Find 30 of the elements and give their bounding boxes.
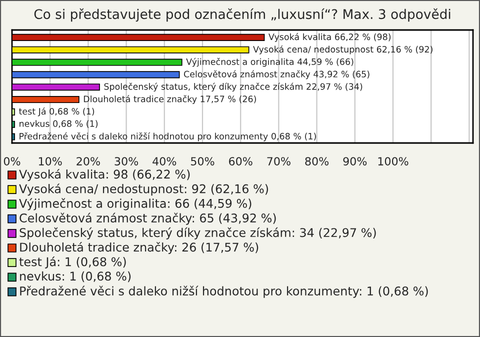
x-tick-label: 30%	[114, 157, 138, 166]
x-tick-label: 50%	[191, 157, 214, 166]
x-tick-label: 80%	[305, 157, 329, 166]
x-tick-label: 90%	[343, 157, 367, 166]
data-label: Vysoká kvalita 66,22 % (98)	[268, 33, 391, 42]
x-tick-label: 60%	[229, 157, 252, 166]
x-tick-label: 70%	[267, 157, 290, 166]
data-label: Dlouholetá tradice značky 17,57 % (26)	[84, 95, 256, 104]
text: Vysoká kvalita: 98 (66,22 %)	[19, 168, 190, 182]
chart-title: Co si představujete pod označením „luxusní“? Max. 3 odpovědi	[34, 8, 450, 22]
data-label: test Já 0,68 % (1)	[18, 108, 94, 116]
x-tick-label: 20%	[76, 157, 100, 166]
x-tick-label: 100%	[378, 157, 408, 166]
data-label: Výjimečnost a originalita 44,59 % (66)	[186, 58, 354, 67]
data-label: Vysoká cena/ nedostupnost 62,16 % (92)	[253, 45, 432, 54]
x-tick-label: 10%	[38, 157, 62, 166]
x-tick-label: 0%	[4, 157, 20, 166]
text: Vysoká cena/ nedostupnost: 92 (62,16 %)	[19, 184, 268, 196]
text: Dlouholetá tradice značky: 26 (17,57 %)	[20, 242, 258, 254]
data-label: Celosvětová známost značky 43,92 % (65)	[184, 70, 370, 80]
data-label: Předražené věci s daleko nižší hodnotou pro konzumenty 0,68 % (1)	[20, 132, 316, 142]
text: Předražené věci s daleko nižší hodnotou pro konzumenty: 1 (0,68 %)	[20, 286, 428, 298]
text: test Já: 1 (0,68 %)	[19, 256, 126, 268]
text: Výjimečnost a originalita: 66 (44,59 %)	[19, 198, 252, 210]
text: Společenský status, který díky značce získám: 34 (22,97 %)	[20, 227, 376, 240]
data-label: Společenský status, který díky značce získám 22,97 % (34)	[104, 82, 362, 92]
data-label: nevkus 0,68 % (1)	[20, 120, 98, 128]
text: Celosvětová známost značky: 65 (43,92 %)	[20, 212, 276, 225]
x-tick-label: 40%	[152, 157, 176, 166]
text: nevkus: 1 (0,68 %)	[20, 271, 131, 282]
